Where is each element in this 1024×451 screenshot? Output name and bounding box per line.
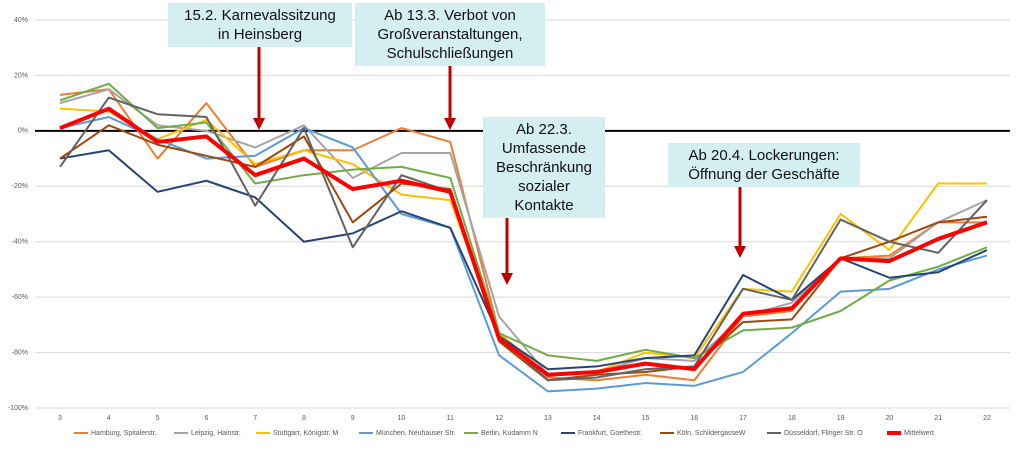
annotation-text: Ab 22.3.: [516, 121, 572, 138]
series-line: [59, 107, 987, 376]
legend-label: München, Neuhauser Str.: [376, 430, 455, 437]
x-tick-label: 9: [351, 415, 355, 422]
annotation-text: Schulschließungen: [387, 45, 514, 62]
x-tick-label: 4: [107, 415, 111, 422]
arrow-head: [501, 273, 513, 285]
annotation-text: Öffnung der Geschäfte: [688, 165, 840, 183]
legend-label: Frankfurt, Goethestr.: [578, 430, 642, 437]
x-tick-label: 14: [593, 415, 601, 422]
annotation-text: Beschränkung: [496, 159, 592, 176]
y-tick-label: 0%: [18, 128, 28, 135]
legend-label: Mittelwert: [904, 430, 934, 437]
x-tick-label: 11: [447, 415, 454, 422]
annotation-text: Ab 20.4. Lockerungen:: [689, 147, 840, 164]
x-tick-label: 13: [544, 415, 552, 422]
annotation-text: sozialer: [518, 178, 570, 195]
annotation-text: 15.2. Karnevalssitzung: [184, 7, 336, 24]
y-tick-label: 20%: [14, 72, 28, 79]
arrow-head: [444, 118, 456, 130]
series-line: [59, 106, 988, 377]
x-tick-label: 3: [58, 415, 62, 422]
x-tick-label: 12: [495, 415, 503, 422]
annotation-text: Umfassende: [502, 140, 586, 157]
annotation-text: Großveranstaltungen,: [377, 26, 522, 43]
x-tick-label: 8: [302, 415, 306, 422]
y-tick-label: 40%: [14, 17, 28, 24]
annotation-text: in Heinsberg: [218, 26, 302, 43]
legend-label: Leipzig, Hainstr.: [191, 430, 241, 437]
legend-label: Stuttgart, Königstr. M: [273, 430, 339, 437]
x-tick-label: 10: [398, 415, 406, 422]
y-tick-label: -80%: [12, 349, 28, 356]
x-tick-label: 6: [204, 415, 208, 422]
y-tick-label: -40%: [12, 239, 28, 246]
legend-label: Berlin, Kudamm N: [481, 430, 538, 437]
x-tick-label: 16: [690, 415, 698, 422]
annotation-box: [483, 117, 605, 218]
x-tick-label: 18: [788, 415, 796, 422]
arrow-head: [253, 118, 265, 130]
legend-label: Düsseldorf, Flinger Str. O: [784, 430, 863, 437]
arrow-head: [734, 246, 746, 258]
x-tick-label: 15: [642, 415, 650, 422]
annotation-box: [355, 3, 545, 66]
annotation-box: [668, 143, 860, 187]
x-tick-label: 17: [739, 415, 747, 422]
annotation-text: Kontakte: [514, 197, 573, 214]
legend-label: Köln, SchildergasseW: [677, 430, 746, 437]
y-tick-label: -100%: [8, 405, 28, 412]
annotation-box: [168, 3, 352, 47]
legend-label: Hamburg, Spitalerstr.: [91, 430, 157, 437]
x-tick-label: 22: [983, 415, 991, 422]
x-tick-label: 5: [156, 415, 160, 422]
x-tick-label: 7: [253, 415, 257, 422]
x-tick-label: 20: [886, 415, 894, 422]
annotation-text: Ab 13.3. Verbot von: [384, 7, 516, 24]
y-tick-label: -20%: [12, 183, 28, 190]
y-tick-label: -60%: [12, 294, 28, 301]
x-tick-label: 21: [934, 415, 942, 422]
x-tick-label: 19: [837, 415, 845, 422]
